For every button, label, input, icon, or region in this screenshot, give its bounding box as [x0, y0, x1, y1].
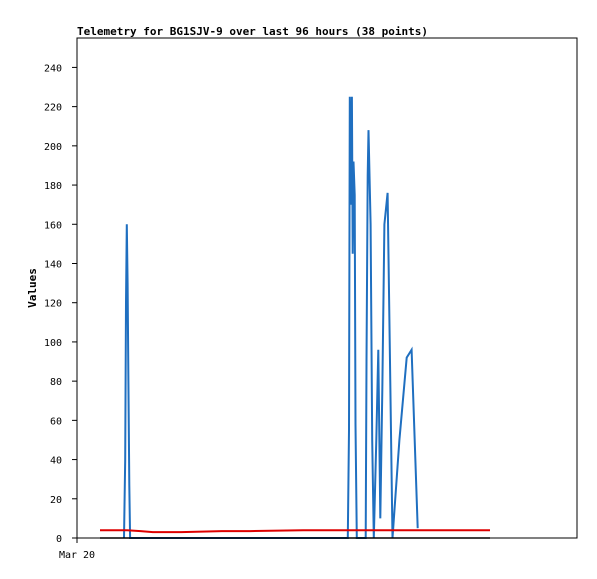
chart-title: Telemetry for BG1SJV-9 over last 96 hour…: [77, 25, 428, 38]
series-layer: [100, 96, 490, 539]
y-tick-label: 0: [56, 534, 62, 545]
y-axis-label: Values: [26, 268, 39, 308]
x-axis: Mar 20: [59, 538, 95, 561]
plot-frame: [76, 37, 578, 539]
series-line-1: [100, 529, 490, 534]
y-tick-label: 240: [44, 63, 62, 74]
y-tick-label: 40: [50, 456, 62, 467]
y-tick-label: 120: [44, 299, 62, 310]
y-tick-label: 180: [44, 181, 62, 192]
y-tick-label: 100: [44, 338, 62, 349]
y-axis: 0 20 40 60 80 100 120 140 160 180 200 220 240: [44, 63, 77, 545]
x-tick-label: Mar 20: [59, 550, 95, 561]
y-tick-label: 80: [50, 377, 62, 388]
y-tick-label: 200: [44, 142, 62, 153]
y-tick-label: 220: [44, 103, 62, 114]
y-tick-label: 60: [50, 416, 62, 427]
series-line-0: [123, 96, 419, 539]
y-tick-label: 20: [50, 495, 62, 506]
y-tick-label: 160: [44, 220, 62, 231]
y-tick-label: 140: [44, 259, 62, 270]
